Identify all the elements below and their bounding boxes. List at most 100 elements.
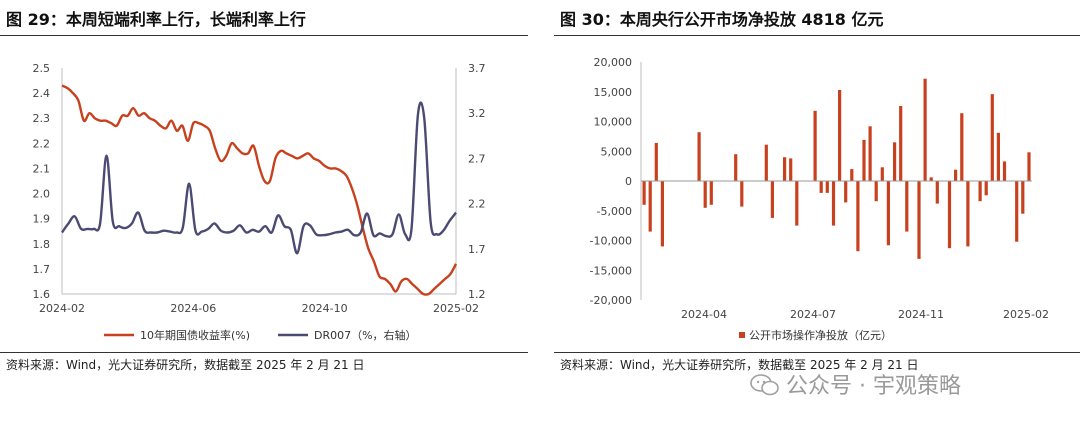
y-tick-label: -15,000 bbox=[590, 264, 632, 277]
y-left-tick-label: 1.7 bbox=[33, 263, 51, 276]
bar bbox=[697, 132, 701, 181]
chart-panel-open-market: 图 30：本周央行公开市场净投放 4818 亿元 20,000 15,000 10,… bbox=[554, 0, 1080, 424]
watermark-text: 公众号 · 宇观策略 bbox=[786, 374, 961, 399]
legend-label: 公开市场操作净投放（亿元） bbox=[749, 328, 892, 342]
x-tick-label: 2024-07 bbox=[790, 308, 836, 321]
y-left-tick-label: 2.2 bbox=[33, 137, 51, 150]
bar bbox=[831, 181, 836, 226]
y-left-tick-label: 2.4 bbox=[33, 87, 51, 100]
bar bbox=[850, 169, 854, 181]
y-tick-label: 0 bbox=[625, 175, 632, 188]
bar bbox=[1002, 161, 1007, 181]
wechat-icon bbox=[750, 374, 779, 396]
legend-label: DR007（%，右轴） bbox=[314, 328, 417, 342]
bar bbox=[819, 181, 823, 193]
y-left-tick-label: 2.3 bbox=[33, 112, 51, 125]
bar bbox=[893, 142, 897, 181]
bar bbox=[1021, 181, 1025, 214]
bar bbox=[844, 181, 848, 203]
bar bbox=[966, 181, 970, 247]
x-tick-label: 2024-11 bbox=[898, 308, 944, 321]
source-note: 资料来源：Wind，光大证券研究所，数据截至 2025 年 2 月 21 日 bbox=[6, 358, 365, 372]
bar bbox=[709, 181, 713, 205]
y-right-tick-label: 1.7 bbox=[468, 243, 486, 256]
source-note: 资料来源：Wind，光大证券研究所，数据截至 2025 年 2 月 21 日 bbox=[560, 358, 919, 372]
bar bbox=[838, 90, 842, 181]
y-tick-label: -20,000 bbox=[590, 294, 632, 307]
bar bbox=[868, 126, 872, 181]
y-left-tick-label: 1.9 bbox=[33, 213, 51, 226]
bar bbox=[984, 181, 988, 196]
x-tick-label: 2024-02 bbox=[39, 302, 85, 315]
bar bbox=[954, 169, 958, 181]
y-right-tick-label: 2.2 bbox=[468, 198, 486, 211]
bar bbox=[947, 181, 952, 249]
bar bbox=[783, 157, 787, 181]
y-left-tick-label: 2.1 bbox=[33, 162, 51, 175]
x-tick-label: 2024-04 bbox=[681, 308, 727, 321]
y-right-tick-label: 3.2 bbox=[468, 107, 486, 120]
bar bbox=[917, 181, 921, 259]
y-tick-label: 5,000 bbox=[601, 145, 633, 158]
title-divider bbox=[554, 35, 1080, 36]
bar bbox=[874, 181, 878, 202]
y-right-tick-label: 2.7 bbox=[468, 152, 486, 165]
line-chart: 2.5 2.4 2.3 2.2 2.1 2.0 1.9 1.8 1.7 1.6 3.7 3.2 2.7 2… bbox=[33, 62, 486, 342]
bar bbox=[795, 181, 799, 226]
bar bbox=[990, 94, 994, 181]
bar bbox=[770, 181, 774, 218]
legend-label: 10年期国债收益率(%) bbox=[140, 328, 250, 342]
bar bbox=[642, 181, 646, 205]
bar bbox=[862, 139, 866, 181]
chart-panel-bond-yield: 图 29：本周短端利率上行，长端利率上行 2.5 2.4 2.3 2.2 2.1 2.0 1… bbox=[0, 0, 528, 424]
series-line-dr007 bbox=[61, 101, 457, 255]
y-left-tick-label: 2.5 bbox=[33, 62, 51, 75]
bar bbox=[935, 181, 939, 204]
y-tick-label: -5,000 bbox=[597, 205, 632, 218]
x-tick-label: 2025-02 bbox=[433, 302, 479, 315]
bar bbox=[813, 110, 817, 181]
bar bbox=[654, 142, 658, 181]
bar bbox=[764, 144, 768, 181]
y-left-tick-label: 1.6 bbox=[33, 288, 51, 301]
bar bbox=[660, 181, 664, 247]
bar bbox=[789, 158, 793, 181]
bar bbox=[1027, 152, 1031, 181]
x-tick-label: 2024-06 bbox=[170, 302, 216, 315]
bar bbox=[734, 154, 738, 181]
bar bbox=[960, 113, 964, 181]
chart-title: 图 30：本周央行公开市场净投放 4818 亿元 bbox=[560, 10, 884, 29]
y-right-tick-label: 1.2 bbox=[468, 288, 486, 301]
title-divider bbox=[0, 35, 528, 36]
bar bbox=[899, 106, 903, 181]
footer-divider bbox=[554, 352, 1080, 353]
bar bbox=[1015, 181, 1019, 242]
chart-title: 图 29：本周短端利率上行，长端利率上行 bbox=[6, 10, 306, 29]
legend-swatch bbox=[739, 332, 745, 338]
y-tick-label: 15,000 bbox=[594, 86, 633, 99]
y-tick-label: 10,000 bbox=[594, 116, 633, 129]
y-tick-label: -10,000 bbox=[590, 235, 632, 248]
bar bbox=[880, 167, 884, 181]
bar bbox=[929, 177, 933, 181]
bar bbox=[978, 181, 982, 202]
series-line-cgb-10y bbox=[61, 84, 458, 296]
bar bbox=[825, 181, 829, 193]
y-left-tick-label: 2.0 bbox=[33, 188, 51, 201]
bar bbox=[923, 78, 927, 181]
y-left-tick-label: 1.8 bbox=[33, 238, 51, 251]
bar bbox=[703, 181, 707, 208]
bar bbox=[740, 181, 744, 207]
x-tick-label: 2024-10 bbox=[302, 302, 348, 315]
footer-divider bbox=[0, 352, 528, 353]
bar bbox=[856, 181, 860, 252]
y-tick-label: 20,000 bbox=[594, 56, 633, 69]
bar bbox=[648, 181, 652, 232]
watermark: 公众号 · 宇观策略 bbox=[750, 368, 961, 400]
x-tick-label: 2025-02 bbox=[1003, 308, 1049, 321]
bar bbox=[996, 132, 1000, 181]
bar bbox=[886, 181, 890, 246]
bar bbox=[905, 181, 909, 232]
y-right-tick-label: 3.7 bbox=[468, 62, 486, 75]
bar-chart: 20,000 15,000 10,000 5,000 0 -5,000 -10,000 -15… bbox=[590, 56, 1049, 342]
